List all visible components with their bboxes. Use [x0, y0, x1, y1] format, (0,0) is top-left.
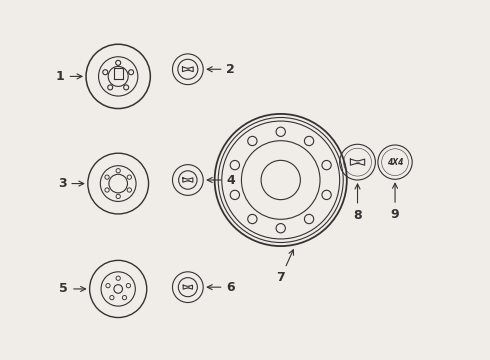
Text: 6: 6: [207, 281, 235, 294]
Text: 9: 9: [391, 183, 399, 221]
Text: 5: 5: [59, 283, 86, 296]
Text: 4: 4: [207, 174, 235, 186]
Text: 2: 2: [207, 63, 235, 76]
Text: 3: 3: [58, 177, 84, 190]
Text: 1: 1: [56, 70, 82, 83]
Text: 8: 8: [353, 184, 362, 221]
Text: 7: 7: [276, 250, 294, 284]
Text: 4X4: 4X4: [387, 158, 403, 167]
